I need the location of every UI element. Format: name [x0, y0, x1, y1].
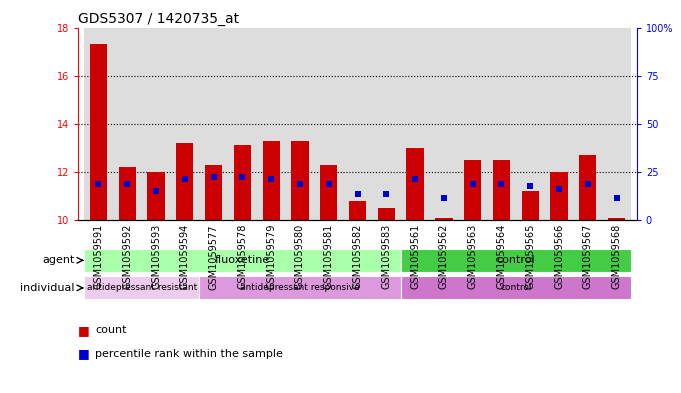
Text: GSM1059565: GSM1059565	[525, 224, 535, 289]
Text: GSM1059566: GSM1059566	[554, 224, 564, 289]
Text: GSM1059592: GSM1059592	[123, 224, 132, 289]
Text: percentile rank within the sample: percentile rank within the sample	[95, 349, 283, 359]
Bar	[118, 167, 136, 220]
Bar	[602, 28, 631, 220]
Bar	[435, 218, 452, 220]
Bar	[516, 28, 545, 220]
Bar	[90, 44, 107, 220]
Bar	[400, 249, 631, 272]
Text: GSM1059580: GSM1059580	[295, 224, 305, 289]
Text: GSM1059564: GSM1059564	[496, 224, 507, 289]
Text: ■: ■	[78, 347, 90, 360]
Text: individual: individual	[20, 283, 75, 293]
Text: ■: ■	[78, 323, 90, 337]
Text: GSM1059578: GSM1059578	[238, 224, 247, 289]
Bar	[234, 145, 251, 220]
Bar	[113, 28, 142, 220]
Text: GSM1059593: GSM1059593	[151, 224, 161, 289]
Bar	[343, 28, 372, 220]
Bar	[263, 141, 280, 220]
Text: GSM1059583: GSM1059583	[381, 224, 392, 289]
Bar	[400, 276, 631, 299]
Bar	[170, 28, 200, 220]
Bar	[430, 28, 458, 220]
Bar	[487, 28, 516, 220]
Text: GSM1059561: GSM1059561	[410, 224, 420, 289]
Bar	[84, 249, 400, 272]
Text: GSM1059582: GSM1059582	[353, 224, 362, 289]
Text: antidepressant responsive: antidepressant responsive	[240, 283, 360, 292]
Bar	[378, 208, 395, 220]
Bar	[372, 28, 400, 220]
Text: GSM1059562: GSM1059562	[439, 224, 449, 289]
Bar	[84, 276, 200, 299]
Bar	[147, 172, 165, 220]
Text: GSM1059567: GSM1059567	[583, 224, 592, 289]
Bar	[407, 148, 424, 220]
Text: fluoxetine: fluoxetine	[215, 255, 270, 265]
Bar	[228, 28, 257, 220]
Bar	[320, 165, 337, 220]
Text: GSM1059563: GSM1059563	[468, 224, 477, 289]
Text: GSM1059568: GSM1059568	[612, 224, 622, 289]
Bar	[464, 160, 481, 220]
Bar	[545, 28, 573, 220]
Bar	[579, 155, 597, 220]
Text: GSM1059577: GSM1059577	[208, 224, 219, 290]
Bar	[200, 276, 400, 299]
Text: GSM1059594: GSM1059594	[180, 224, 190, 289]
Text: control: control	[496, 255, 535, 265]
Bar	[573, 28, 602, 220]
Bar	[608, 218, 625, 220]
Bar	[550, 172, 568, 220]
Text: control: control	[500, 283, 532, 292]
Text: agent: agent	[42, 255, 75, 265]
Bar	[285, 28, 315, 220]
Bar	[315, 28, 343, 220]
Bar	[257, 28, 285, 220]
Bar	[458, 28, 487, 220]
Bar	[400, 28, 430, 220]
Bar	[522, 191, 539, 220]
Bar	[205, 165, 222, 220]
Bar	[142, 28, 170, 220]
Bar	[291, 141, 308, 220]
Text: GSM1059591: GSM1059591	[93, 224, 104, 289]
Bar	[200, 28, 228, 220]
Bar	[349, 201, 366, 220]
Text: GSM1059579: GSM1059579	[266, 224, 276, 289]
Bar	[176, 143, 193, 220]
Bar	[493, 160, 510, 220]
Bar	[84, 28, 113, 220]
Text: antidepressant resistant: antidepressant resistant	[86, 283, 197, 292]
Text: GDS5307 / 1420735_at: GDS5307 / 1420735_at	[78, 13, 240, 26]
Text: count: count	[95, 325, 127, 335]
Text: GSM1059581: GSM1059581	[323, 224, 334, 289]
